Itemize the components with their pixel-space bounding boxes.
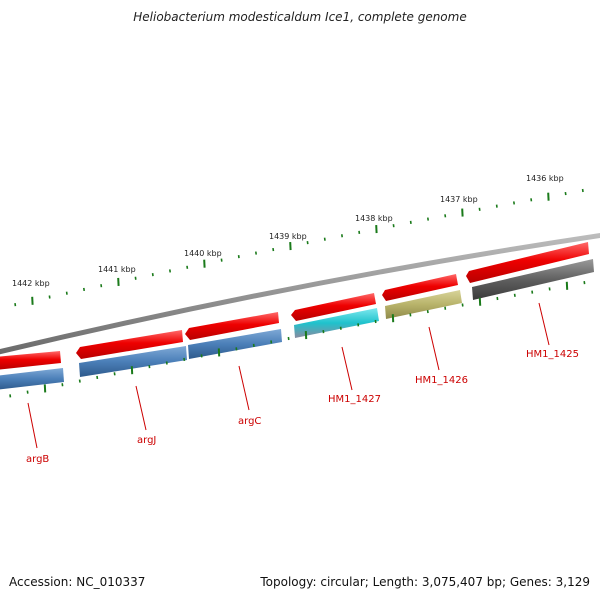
gene-label-argc[interactable]: argC [238,416,261,427]
gene-label-argb[interactable]: argB [26,454,49,465]
scale-label: 1440 kbp [184,249,222,258]
scale-labels: 1436 kbp 1437 kbp 1438 kbp 1439 kbp 1440… [12,174,564,288]
forward-feature[interactable] [0,351,61,370]
genome-backbone [0,232,600,355]
scale-label: 1439 kbp [269,232,307,241]
leader-line [238,365,250,411]
scale-label: 1436 kbp [526,174,564,183]
forward-feature[interactable] [466,242,589,283]
gene-label-hm1-1426[interactable]: HM1_1426 [415,375,468,386]
forward-feature[interactable] [291,293,376,321]
cds-features [0,259,594,390]
gene-label-argj[interactable]: argJ [137,435,156,446]
map-title: Heliobacterium modesticaldum Ice1, compl… [133,10,467,24]
scale-label: 1441 kbp [98,265,136,274]
cds-argc[interactable] [188,329,282,359]
leader-line [428,326,440,371]
accession-label: Accession: NC_010337 [9,575,146,589]
gene-label-hm1-1427[interactable]: HM1_1427 [328,394,381,405]
scale-label: 1442 kbp [12,279,50,288]
forward-feature[interactable] [76,330,183,359]
leader-line [27,402,38,449]
forward-feature[interactable] [382,274,458,301]
scale-label: 1437 kbp [440,195,478,204]
topology-summary: Topology: circular; Length: 3,075,407 bp… [260,575,590,589]
leader-line [341,346,353,391]
forward-feature[interactable] [185,312,279,340]
leader-line [538,302,550,346]
cds-hm1-1425[interactable] [472,259,594,300]
forward-features [0,242,589,370]
gene-labels: HM1_1425 HM1_1426 HM1_1427 argC argJ arg… [26,349,579,465]
gene-label-hm1-1425[interactable]: HM1_1425 [526,349,579,360]
inner-ticks [9,281,586,398]
scale-label: 1438 kbp [355,214,393,223]
scale-ticks [14,188,584,307]
cds-argb[interactable] [0,368,64,390]
gene-leaders [27,302,550,449]
cds-hm1-1426[interactable] [385,290,462,319]
cds-argj[interactable] [79,346,187,377]
cds-hm1-1427[interactable] [294,308,379,338]
leader-line [135,385,147,431]
